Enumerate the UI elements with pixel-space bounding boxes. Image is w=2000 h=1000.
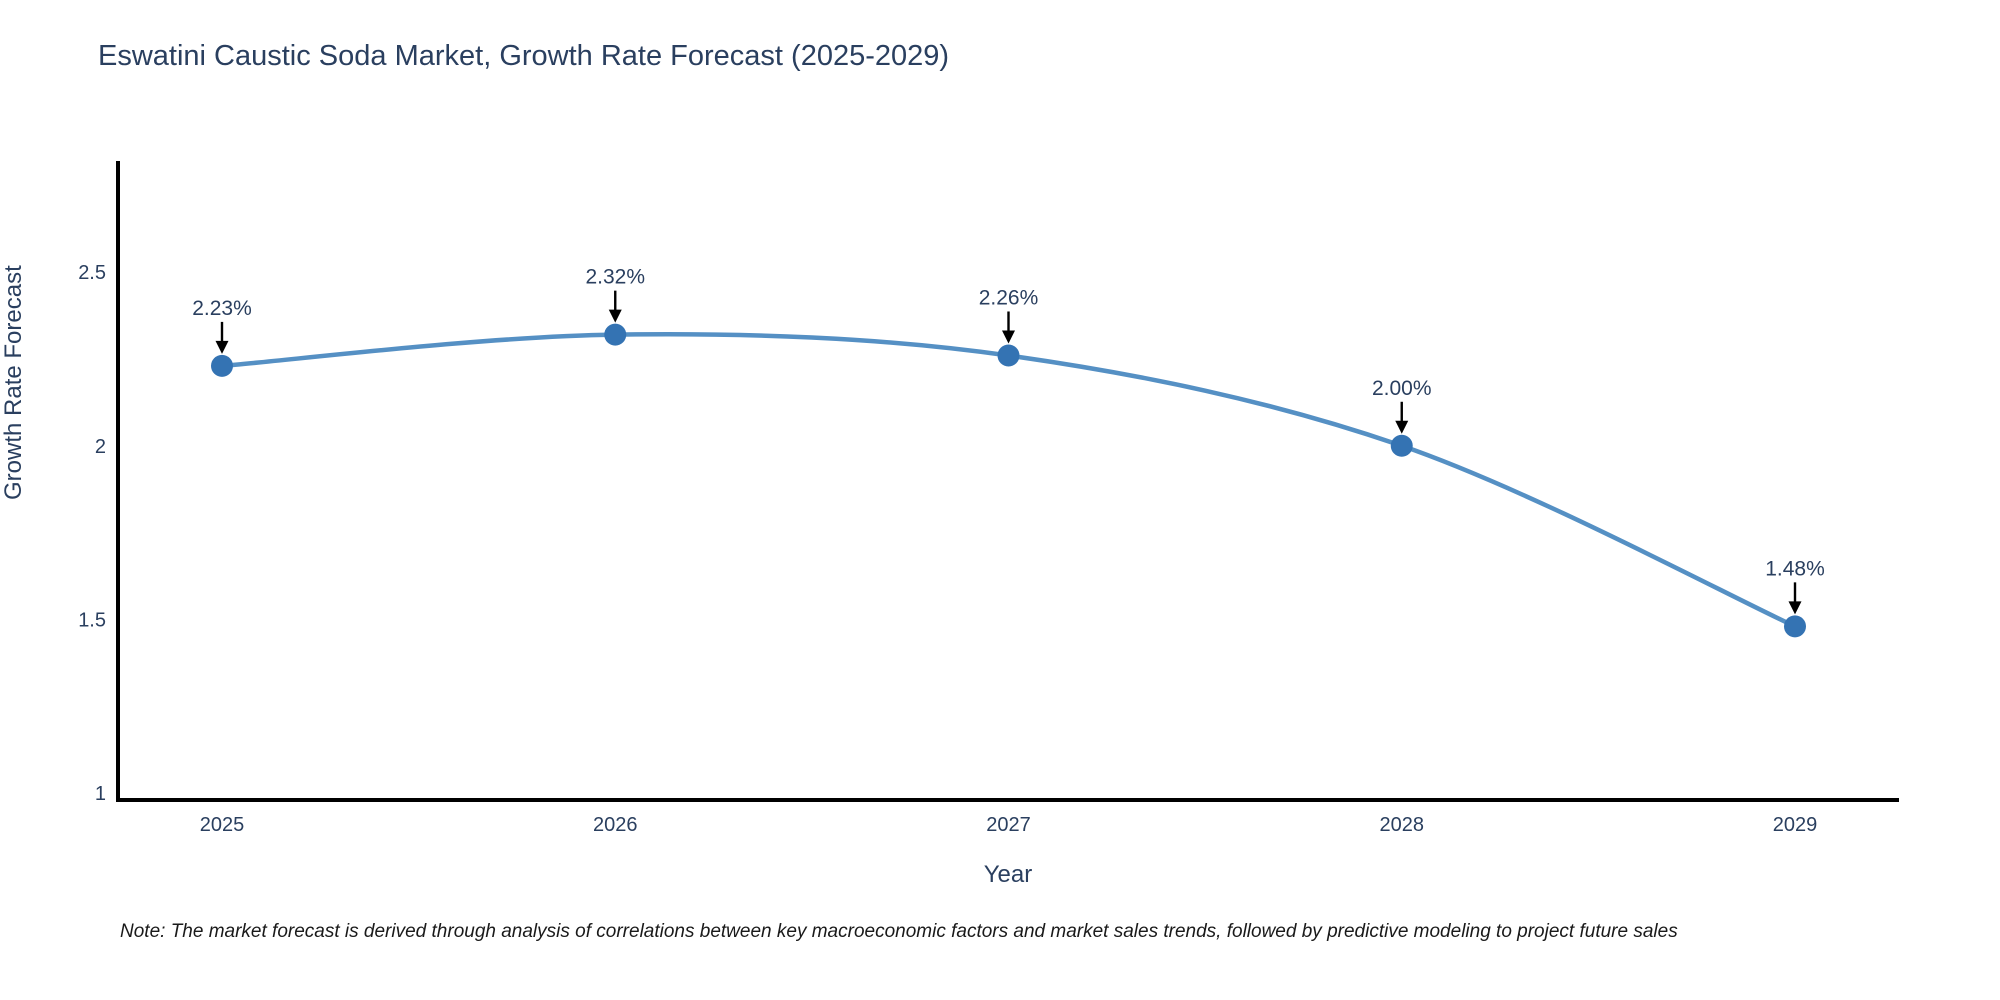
annotation-arrowhead <box>1788 601 1802 615</box>
annotation-arrowhead <box>608 309 622 323</box>
data-point-marker[interactable] <box>604 323 627 346</box>
annotation-label: 2.32% <box>585 266 645 289</box>
data-point-marker[interactable] <box>211 354 233 377</box>
data-point-marker[interactable] <box>1784 615 1806 638</box>
annotation-label: 1.48% <box>1765 557 1825 580</box>
x-tick-label: 2025 <box>200 814 245 836</box>
annotation-arrowhead <box>1395 420 1409 434</box>
x-tick-label: 2029 <box>1773 814 1818 836</box>
annotation-label: 2.26% <box>979 286 1039 309</box>
y-tick-label: 2 <box>95 436 106 458</box>
y-tick-label: 1 <box>95 783 106 805</box>
y-tick-label: 1.5 <box>78 609 106 631</box>
x-tick-label: 2026 <box>593 814 638 836</box>
annotation-label: 2.23% <box>192 297 252 320</box>
annotation-arrowhead <box>1002 330 1015 344</box>
data-point-marker[interactable] <box>1390 434 1413 457</box>
footnote: Note: The market forecast is derived thr… <box>120 921 1678 942</box>
annotation-label: 2.00% <box>1372 377 1432 400</box>
y-tick-label: 2.5 <box>78 262 106 284</box>
x-tick-label: 2027 <box>986 814 1031 836</box>
series-line <box>221 332 1796 629</box>
data-point-marker[interactable] <box>997 344 1020 367</box>
chart-title: Eswatini Caustic Soda Market, Growth Rat… <box>98 40 950 72</box>
annotation-arrowhead <box>215 340 229 354</box>
x-tick-label: 2028 <box>1380 814 1425 836</box>
x-axis-title: Year <box>983 861 1033 888</box>
